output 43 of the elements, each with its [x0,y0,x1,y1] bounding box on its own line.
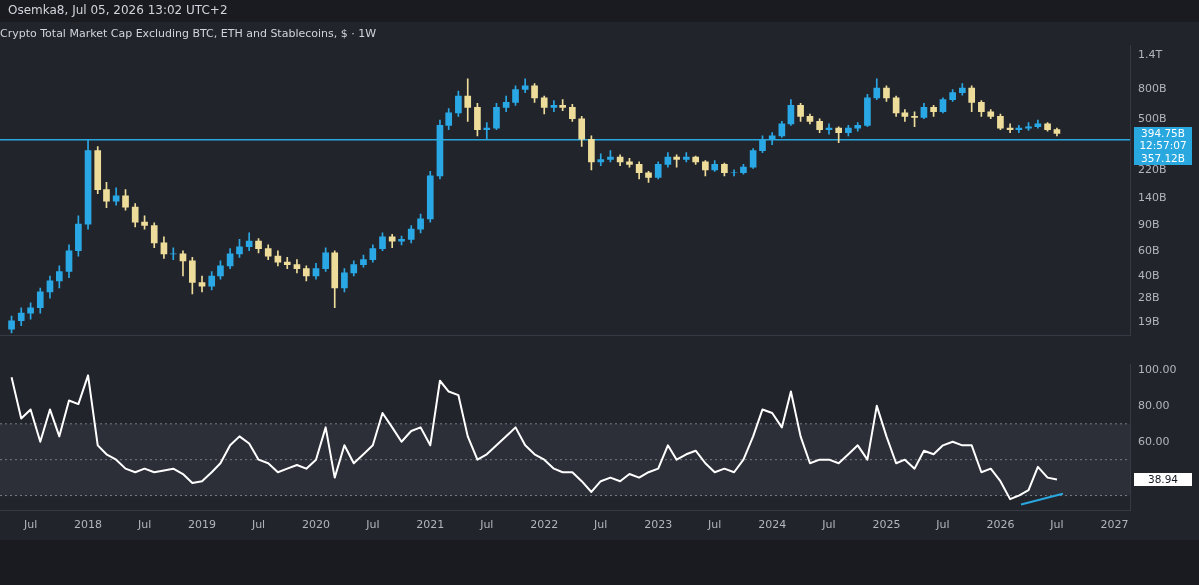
text: 12:57:07 [1139,138,1187,151]
y-tick-label: 140B [1138,190,1167,204]
x-tick-label: Jul [365,518,380,532]
y-tick-label: 60B [1138,243,1160,257]
text: 38.94 [1147,472,1179,485]
y-tick-label: 90B [1138,218,1160,232]
text: 394.75B [1141,126,1185,139]
x-tick-label: 2021 [416,518,445,532]
y-tick-label: 40B [1138,268,1160,282]
x-tick-label: Jul [22,518,38,532]
y-tick-label: 19B [1138,315,1160,329]
x-tick-label: Jul [250,518,266,532]
chart-subtitle: Osemka8, Jul 05, 2026 13:02 UTC+2 [0,0,1199,22]
y-tick-label: 28B [1138,291,1160,305]
x-tick-label: Jul [479,518,494,532]
x-tick-label: 2025 [872,518,901,532]
candlestick [550,100,558,113]
y-tick-label: 60.00 [1138,434,1170,448]
x-tick-label: Jul [821,518,836,532]
candlestick [730,169,738,177]
x-tick-label: 2018 [74,518,103,532]
x-tick-label: 2024 [758,518,787,532]
y-tick-label: 800B [1138,82,1167,96]
y-tick-label: 500B [1138,111,1167,125]
x-tick-label: 2026 [986,518,1015,532]
x-tick-label: 2023 [644,518,673,532]
x-tick-label: Jul [935,518,950,532]
y-tick-label: 1.4T [1138,47,1163,61]
candlestick [283,256,291,269]
x-tick-label: Jul [707,518,722,532]
x-tick-label: 2027 [1100,518,1129,532]
x-tick-label: Jul [1049,518,1064,532]
x-tick-label: Jul [136,518,152,532]
y-tick-label: 220B [1138,162,1167,176]
x-tick-label: 2020 [301,518,330,532]
chart-title: Crypto Total Market Cap Excluding BTC, ETH and Stablecoins, $ · 1W [0,27,377,41]
x-tick-label: 2019 [188,518,217,532]
x-tick-label: Jul [593,518,608,532]
y-tick-label: 100.00 [1138,362,1177,376]
ref-line-label: 357.12B [1141,151,1185,164]
y-tick-label: 80.00 [1138,398,1170,412]
x-tick-label: 2022 [530,518,559,532]
candlestick [597,153,605,167]
